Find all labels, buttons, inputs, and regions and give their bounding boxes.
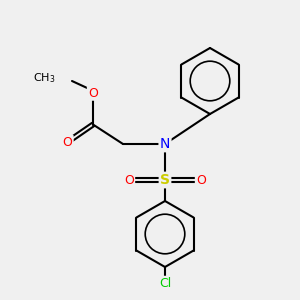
Text: O: O: [63, 136, 72, 149]
Text: O: O: [124, 173, 134, 187]
Text: S: S: [160, 173, 170, 187]
Text: N: N: [160, 137, 170, 151]
Text: O: O: [88, 86, 98, 100]
Text: CH$_3$: CH$_3$: [33, 71, 56, 85]
Text: O: O: [196, 173, 206, 187]
Text: Cl: Cl: [159, 277, 171, 290]
